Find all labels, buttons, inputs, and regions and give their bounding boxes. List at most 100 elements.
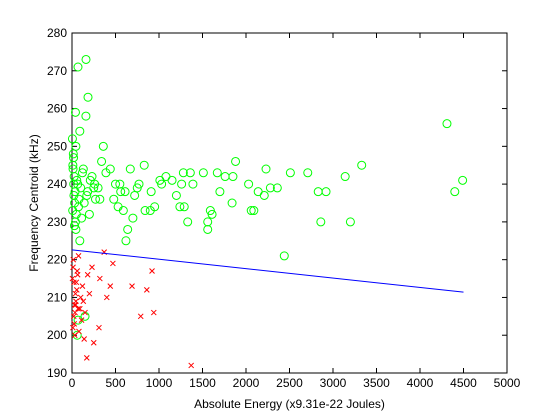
data-point	[75, 253, 82, 259]
data-point	[111, 179, 120, 189]
data-point	[321, 187, 331, 197]
y-tick-label: 280	[47, 26, 67, 40]
y-tick-label: 220	[47, 253, 67, 267]
data-point	[70, 324, 76, 331]
data-point	[128, 213, 138, 223]
y-tick-label: 190	[47, 366, 67, 380]
data-point	[231, 156, 241, 166]
data-point	[82, 309, 88, 316]
data-point	[116, 187, 126, 197]
data-point	[150, 202, 160, 212]
data-point	[75, 236, 85, 246]
data-point	[67, 134, 77, 144]
data-point	[110, 260, 116, 267]
data-point	[188, 362, 195, 369]
data-point	[150, 309, 157, 316]
data-point	[87, 172, 97, 182]
data-point	[77, 294, 84, 301]
x-tick-label: 2500	[276, 376, 303, 390]
data-point	[89, 183, 99, 193]
data-point	[215, 187, 225, 197]
data-point	[83, 92, 93, 102]
data-point	[157, 179, 167, 189]
data-point	[253, 187, 263, 197]
data-point	[244, 179, 254, 189]
data-point	[188, 179, 198, 189]
x-tick-label: 500	[105, 376, 125, 390]
data-point	[149, 268, 155, 274]
data-point	[177, 179, 187, 189]
data-point	[185, 168, 195, 178]
data-point	[72, 309, 78, 316]
data-point	[73, 179, 83, 189]
data-point	[80, 298, 87, 305]
data-point	[78, 317, 85, 323]
x-tick-label: 1000	[146, 376, 173, 390]
data-point	[139, 160, 149, 170]
data-point	[81, 336, 88, 342]
data-point	[96, 324, 102, 331]
data-point	[72, 302, 79, 308]
data-point	[74, 202, 84, 212]
y-tick-label: 270	[47, 64, 67, 78]
y-tick-label: 260	[47, 102, 67, 116]
x-tick-label: 3500	[363, 376, 390, 390]
data-point	[249, 206, 259, 216]
data-point	[71, 332, 78, 339]
data-point	[121, 236, 131, 246]
data-point	[143, 287, 150, 293]
data-point	[70, 264, 76, 271]
data-point	[340, 172, 350, 182]
data-point	[81, 54, 91, 64]
data-point	[71, 321, 78, 327]
data-point	[75, 126, 85, 136]
data-point	[316, 217, 326, 227]
data-point	[70, 107, 80, 117]
data-point	[74, 271, 81, 278]
data-point	[207, 209, 217, 219]
y-tick-label: 210	[47, 290, 67, 304]
data-point	[79, 283, 86, 289]
data-point	[69, 153, 79, 163]
data-point	[70, 313, 77, 320]
y-tick-label: 200	[47, 328, 67, 342]
x-tick-label: 5000	[494, 376, 521, 390]
data-point	[198, 168, 208, 178]
data-point	[458, 175, 468, 185]
x-tick-label: 0	[69, 376, 76, 390]
y-tick-label: 230	[47, 215, 67, 229]
data-point	[72, 330, 82, 340]
data-point	[140, 206, 150, 216]
data-point	[357, 160, 367, 170]
data-point	[90, 194, 100, 204]
data-point	[68, 164, 78, 174]
data-point	[265, 183, 275, 193]
data-point	[132, 183, 142, 193]
data-point	[146, 187, 156, 197]
data-point	[303, 168, 313, 178]
data-point	[279, 251, 289, 261]
data-point	[101, 168, 111, 178]
data-point	[77, 168, 87, 178]
data-point	[82, 190, 92, 200]
data-point	[72, 175, 82, 185]
data-point	[450, 187, 460, 197]
x-axis-label: Absolute Energy (x9.31e-22 Joules)	[194, 397, 385, 411]
plot-area	[71, 32, 508, 374]
data-point	[77, 213, 87, 223]
data-point	[84, 209, 94, 219]
data-point	[171, 190, 181, 200]
data-point	[175, 202, 185, 212]
data-point	[73, 287, 80, 293]
x-tick-label: 2000	[233, 376, 260, 390]
data-point	[84, 271, 91, 278]
data-point	[70, 256, 77, 263]
x-tick-label: 1500	[189, 376, 216, 390]
data-point	[98, 141, 108, 151]
data-point	[97, 156, 107, 166]
data-point	[103, 294, 110, 301]
data-point	[125, 164, 135, 174]
data-point	[93, 183, 103, 193]
data-point	[90, 339, 97, 346]
